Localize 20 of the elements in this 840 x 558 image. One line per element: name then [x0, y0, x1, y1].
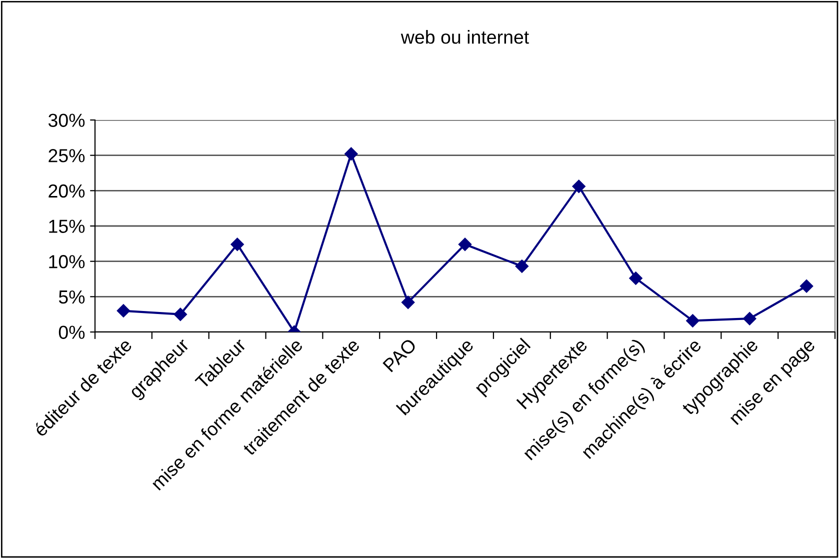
y-tick-label: 25%	[48, 149, 85, 162]
point	[686, 314, 700, 328]
point	[116, 304, 130, 318]
point	[344, 147, 358, 161]
chart-title: web ou internet	[400, 30, 529, 44]
y-tick-label: 0%	[58, 326, 85, 339]
y-tick-label: 5%	[58, 290, 85, 304]
y-tick-label: 20%	[48, 184, 85, 198]
y-tick-label: 10%	[49, 255, 85, 268]
point	[174, 308, 187, 321]
y-tick-label: 15%	[49, 220, 85, 233]
point	[800, 279, 814, 293]
point	[401, 296, 415, 309]
point	[458, 238, 472, 251]
y-tick-label: 30%	[48, 114, 85, 127]
point	[572, 180, 586, 194]
point	[743, 312, 756, 326]
point	[515, 260, 529, 273]
point	[629, 272, 642, 285]
point	[230, 238, 244, 251]
